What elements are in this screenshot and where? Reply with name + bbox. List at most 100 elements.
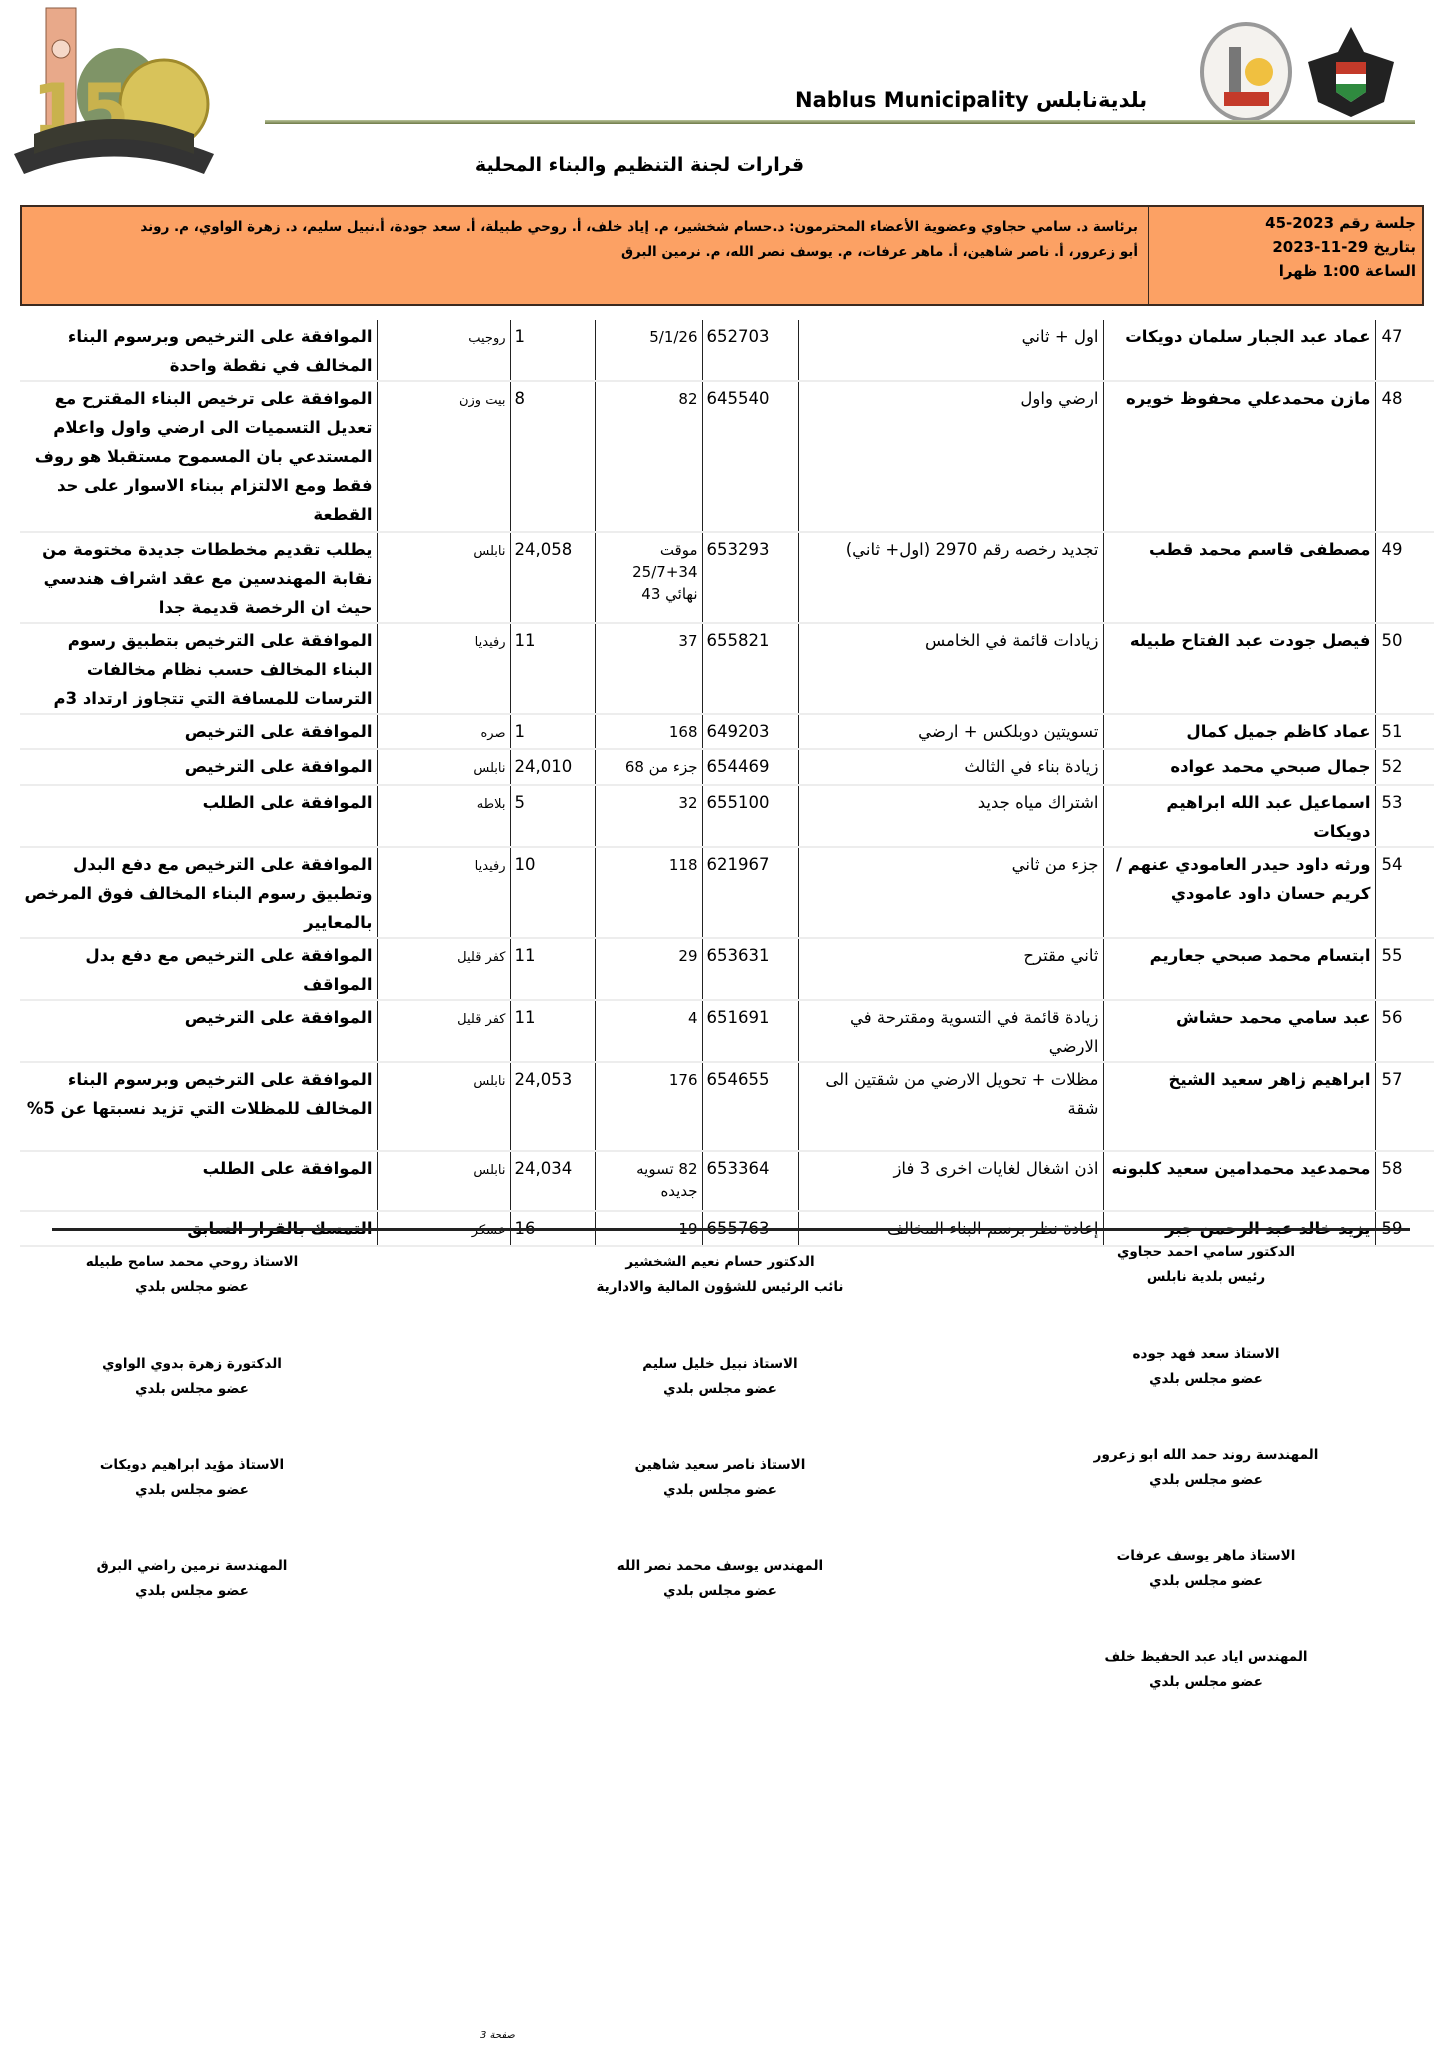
application-number: 649203 <box>701 714 798 750</box>
table-row: 48 مازن محمدعلي محفوظ خويره ارضي واول 64554… <box>20 381 1434 533</box>
request-description: تسويتين دوبلكس + ارضي <box>797 714 1104 750</box>
applicant-name: ابراهيم زاهر سعيد الشيخ <box>1103 1062 1375 1152</box>
application-number: 651691 <box>701 1000 798 1063</box>
table-bottom-rule <box>52 1228 1410 1231</box>
parcel-number: جزء من 68 <box>594 749 702 786</box>
parcel-number: 4 <box>594 1000 702 1063</box>
applicant-name: عماد عبد الجبار سلمان دويكات <box>1103 320 1375 382</box>
signatory-name: المهندسة نرمين راضي البرق <box>96 1558 288 1574</box>
request-description: اول + ثاني <box>797 320 1104 382</box>
palestine-eagle-emblem-icon <box>1308 27 1394 117</box>
parcel-number: 176 <box>594 1062 702 1152</box>
signatory-role: عضو مجلس بلدي <box>135 1381 249 1397</box>
applicant-name: عبد سامي محمد حشاش <box>1103 1000 1375 1063</box>
signatory-role: عضو مجلس بلدي <box>1149 1371 1263 1387</box>
session-info-box: جلسة رقم 2023-45 بتاريخ 29-11-2023 الساع… <box>20 205 1424 306</box>
header-divider <box>265 120 1415 124</box>
application-number: 652703 <box>701 320 798 382</box>
block-number: 11 <box>509 623 595 715</box>
area-name: نابلس <box>376 1062 510 1152</box>
table-row: 47 عماد عبد الجبار سلمان دويكات اول + ثاني… <box>20 320 1434 382</box>
signature-block: الاستاذ نبيل خليل سليم عضو مجلس بلدي <box>555 1352 885 1402</box>
application-number: 654655 <box>701 1062 798 1152</box>
area-name: رفيديا <box>376 847 510 939</box>
signature-block: الاستاذ روحي محمد سامح طبيله عضو مجلس بلد… <box>27 1250 357 1300</box>
request-description: زيادة بناء في الثالث <box>797 749 1104 786</box>
signatory-name: الاستاذ روحي محمد سامح طبيله <box>85 1254 299 1270</box>
signatory-role: عضو مجلس بلدي <box>135 1279 249 1295</box>
signatory-name: الاستاذ نبيل خليل سليم <box>642 1356 798 1372</box>
row-number: 47 <box>1374 320 1434 382</box>
table-row: 54 ورثه داود حيدر العامودي عنهم /كريم حسا… <box>20 847 1434 939</box>
applicant-name: فيصل جودت عبد الفتاح طبيله <box>1103 623 1375 715</box>
area-name: كفر قليل <box>376 1000 510 1063</box>
parcel-number: 168 <box>594 714 702 750</box>
row-number: 54 <box>1374 847 1434 939</box>
row-number: 53 <box>1374 785 1434 848</box>
row-number: 50 <box>1374 623 1434 715</box>
signatory-role: عضو مجلس بلدي <box>1149 1472 1263 1488</box>
signatory-role: عضو مجلس بلدي <box>663 1583 777 1599</box>
decision-text: الموافقة على الترخيص مع دفع البدل وتطبيق… <box>20 847 377 939</box>
decision-text: الموافقة على الترخيص بتطبيق رسوم البناء … <box>20 623 377 715</box>
area-name: كفر قليل <box>376 938 510 1001</box>
request-description: ارضي واول <box>797 381 1104 533</box>
signature-block: المهندس يوسف محمد نصر الله عضو مجلس بلدي <box>555 1554 885 1604</box>
decision-text: يطلب تقديم مخططات جديدة مختومة من نقابة … <box>20 532 377 624</box>
session-date: بتاريخ 29-11-2023 <box>1272 238 1416 256</box>
parcel-number: 5/1/26 <box>594 320 702 382</box>
signature-block: المهندسة روند حمد الله ابو زعرور عضو مجلس… <box>1041 1443 1371 1493</box>
signature-block: الاستاذ ناصر سعيد شاهين عضو مجلس بلدي <box>555 1453 885 1503</box>
signatory-role: عضو مجلس بلدي <box>1149 1674 1263 1690</box>
row-number: 56 <box>1374 1000 1434 1063</box>
block-number: 24,034 <box>509 1151 595 1212</box>
area-name: صره <box>376 714 510 750</box>
signatory-role: عضو مجلس بلدي <box>135 1583 249 1599</box>
row-number: 57 <box>1374 1062 1434 1152</box>
signatory-name: الاستاذ مؤيد ابراهيم دويكات <box>99 1457 285 1473</box>
decision-text: الموافقة على الترخيص <box>20 714 377 750</box>
signature-block: الاستاذ سعد فهد جوده عضو مجلس بلدي <box>1041 1342 1371 1392</box>
session-time: الساعة 1:00 ظهرا <box>1278 262 1416 280</box>
decisions-table: 47 عماد عبد الجبار سلمان دويكات اول + ثاني… <box>20 320 1434 1247</box>
parcel-number: 82 <box>594 381 702 533</box>
parcel-number: موقت 34+25/7 نهائي 43 <box>594 532 702 624</box>
area-name: نابلس <box>376 749 510 786</box>
row-number: 58 <box>1374 1151 1434 1212</box>
municipality-seal-icon <box>1200 22 1292 122</box>
applicant-name: جمال صبحي محمد عواده <box>1103 749 1375 786</box>
request-description: زيادة قائمة في التسوية ومقترحة في الارضي <box>797 1000 1104 1063</box>
area-name: روجيب <box>376 320 510 382</box>
table-row: 49 مصطفى قاسم محمد قطب تجديد رخصه رقم 2970… <box>20 532 1434 624</box>
session-members: برئاسة د. سامي حجاوي وعضوية الأعضاء المح… <box>22 207 1148 304</box>
table-row: 55 ابتسام محمد صبحي جعاريم ثاني مقترح 65363… <box>20 938 1434 1001</box>
block-number: 24,058 <box>509 532 595 624</box>
signatory-name: المهندس اياد عبد الحفيظ خلف <box>1104 1649 1308 1665</box>
signatory-role: رئيس بلدية نابلس <box>1146 1269 1266 1285</box>
area-name: نابلس <box>376 532 510 624</box>
applicant-name: اسماعيل عبد الله ابراهيم دويكات <box>1103 785 1375 848</box>
decision-text: الموافقة على الترخيص مع دفع بدل المواقف <box>20 938 377 1001</box>
parcel-number: 32 <box>594 785 702 848</box>
signatory-name: الدكتور حسام نعيم الشخشير <box>625 1254 815 1270</box>
area-name: بلاطه <box>376 785 510 848</box>
block-number: 24,010 <box>509 749 595 786</box>
block-number: 24,053 <box>509 1062 595 1152</box>
signatory-name: الاستاذ ناصر سعيد شاهين <box>634 1457 806 1473</box>
decision-text: الموافقة على الترخيص <box>20 1000 377 1063</box>
signatory-name: الدكتورة زهرة بدوي الواوي <box>102 1356 282 1372</box>
decision-text: الموافقة على الترخيص وبرسوم البناء المخا… <box>20 1062 377 1152</box>
block-number: 8 <box>509 381 595 533</box>
area-name: نابلس <box>376 1151 510 1212</box>
signature-block: الدكتور سامي احمد حجاوي رئيس بلدية نابلس <box>1041 1240 1371 1290</box>
area-name: رفيديا <box>376 623 510 715</box>
row-number: 49 <box>1374 532 1434 624</box>
table-row: 56 عبد سامي محمد حشاش زيادة قائمة في التسو… <box>20 1000 1434 1063</box>
block-number: 11 <box>509 938 595 1001</box>
signatory-role: عضو مجلس بلدي <box>1149 1573 1263 1589</box>
application-number: 645540 <box>701 381 798 533</box>
applicant-name: عماد كاظم جميل كمال <box>1103 714 1375 750</box>
application-number: 621967 <box>701 847 798 939</box>
area-name: بيت وزن <box>376 381 510 533</box>
signature-block: الاستاذ ماهر يوسف عرفات عضو مجلس بلدي <box>1041 1544 1371 1594</box>
